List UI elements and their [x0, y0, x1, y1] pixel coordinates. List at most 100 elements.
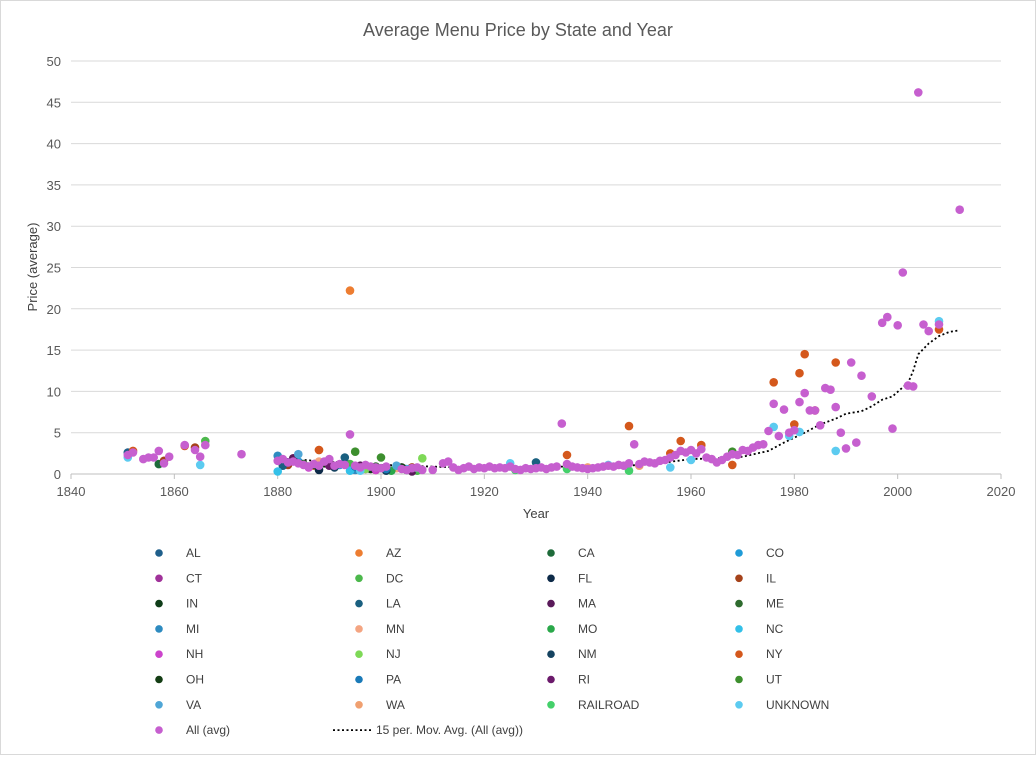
- chart-title: Average Menu Price by State and Year: [363, 20, 673, 40]
- legend-label: WA: [386, 698, 405, 712]
- data-point-all-avg: [779, 405, 789, 414]
- legend-marker: [355, 574, 363, 583]
- data-point-all-avg: [201, 440, 210, 450]
- x-tick-label: 1980: [780, 484, 809, 499]
- data-point-ny: [769, 378, 778, 387]
- data-point-ny: [562, 450, 572, 460]
- data-points: [123, 88, 964, 476]
- data-point-all-avg: [867, 392, 877, 401]
- data-point-all-avg: [857, 371, 866, 381]
- y-tick-label: 45: [47, 95, 61, 110]
- data-point-all-avg: [345, 430, 355, 439]
- legend-label: ME: [766, 597, 784, 611]
- legend-marker: [735, 625, 743, 633]
- data-point-unknown: [686, 455, 696, 465]
- x-axis-label: Year: [523, 506, 550, 521]
- y-tick-label: 50: [47, 54, 61, 69]
- legend-marker: [735, 650, 743, 658]
- data-point-all-avg: [195, 452, 205, 462]
- y-tick-label: 20: [47, 302, 61, 317]
- series-az: [309, 286, 355, 471]
- data-point-all-avg: [149, 453, 158, 462]
- data-point-all-avg: [159, 459, 169, 468]
- legend-marker: [155, 625, 163, 633]
- legend-label: UNKNOWN: [766, 698, 829, 712]
- legend-label: NH: [186, 647, 203, 661]
- data-point-all-avg: [888, 424, 897, 433]
- series-all-avg: [123, 88, 964, 475]
- legend-marker: [355, 650, 363, 658]
- data-point-unknown: [831, 446, 840, 456]
- x-tick-label: 1960: [677, 484, 706, 499]
- data-point-all-avg: [831, 402, 840, 412]
- data-point-ny: [728, 460, 737, 470]
- legend-label: FL: [578, 571, 592, 585]
- legend-label: IN: [186, 597, 198, 611]
- legend-marker: [547, 701, 555, 709]
- data-point-all-avg: [852, 438, 861, 447]
- data-point-az: [345, 286, 355, 295]
- legend: AL AZ CA CO CT DC FL IL IN LA MA ME MI MN MO NC NH NJ NM NY…: [155, 546, 829, 737]
- y-tick-label: 10: [47, 384, 61, 399]
- data-point-all-avg: [759, 440, 768, 449]
- data-point-ny: [676, 436, 685, 446]
- legend-marker: [735, 701, 743, 709]
- legend-marker: [155, 549, 163, 557]
- legend-marker: [155, 726, 163, 734]
- legend-marker: [355, 625, 363, 633]
- legend-label: NY: [766, 647, 783, 661]
- legend-label: NJ: [386, 647, 401, 661]
- legend-label: AZ: [386, 546, 401, 560]
- data-point-unknown: [195, 460, 205, 470]
- data-point-all-avg: [919, 320, 928, 329]
- legend-label: CA: [578, 546, 595, 560]
- legend-marker: [355, 549, 363, 557]
- data-point-all-avg: [826, 385, 835, 395]
- data-point-all-avg: [924, 326, 933, 336]
- legend-label: MO: [578, 622, 597, 636]
- data-point-all-avg: [836, 428, 846, 438]
- data-point-all-avg: [624, 459, 634, 468]
- data-point-unknown: [666, 463, 675, 472]
- x-tick-label: 2000: [883, 484, 912, 499]
- legend-marker: [355, 599, 363, 608]
- moving-average-layer: [277, 329, 960, 470]
- axes: 0 5 10 15 20 25 30 35 40 45 50 1840 1860 1880 1900 1920…: [47, 54, 1016, 499]
- y-tick-label: 35: [47, 178, 61, 193]
- data-point-va: [294, 449, 303, 459]
- data-point-all-avg: [697, 444, 706, 454]
- data-point-all-avg: [180, 440, 189, 450]
- data-point-all-avg: [764, 426, 773, 436]
- legend-marker: [547, 549, 555, 557]
- data-point-all-avg: [795, 397, 804, 407]
- data-point-all-avg: [800, 388, 809, 398]
- data-point-all-avg: [846, 358, 856, 367]
- y-tick-label: 15: [47, 343, 61, 358]
- legend-label: NC: [766, 622, 784, 636]
- legend-label: RI: [578, 673, 590, 687]
- legend-label: All (avg): [186, 723, 230, 737]
- y-tick-label: 0: [54, 467, 61, 482]
- x-tick-label: 1860: [160, 484, 189, 499]
- legend-marker: [355, 675, 363, 684]
- legend-marker: [547, 650, 555, 658]
- gridlines: [71, 60, 1001, 434]
- legend-label: NM: [578, 647, 597, 661]
- legend-marker: [735, 574, 743, 583]
- data-point-all-avg: [418, 465, 427, 475]
- data-point-all-avg: [841, 444, 851, 453]
- data-point-all-avg: [443, 457, 453, 466]
- data-point-nj: [418, 454, 427, 463]
- y-tick-label: 30: [47, 219, 61, 234]
- data-point-la: [340, 453, 350, 462]
- legend-label: OH: [186, 673, 204, 687]
- legend-marker: [547, 574, 555, 583]
- data-point-all-avg: [790, 425, 799, 435]
- legend-marker: [735, 599, 743, 608]
- legend-label: PA: [386, 673, 401, 687]
- legend-marker: [355, 701, 363, 709]
- data-point-all-avg: [552, 462, 561, 471]
- legend-label: DC: [386, 571, 404, 585]
